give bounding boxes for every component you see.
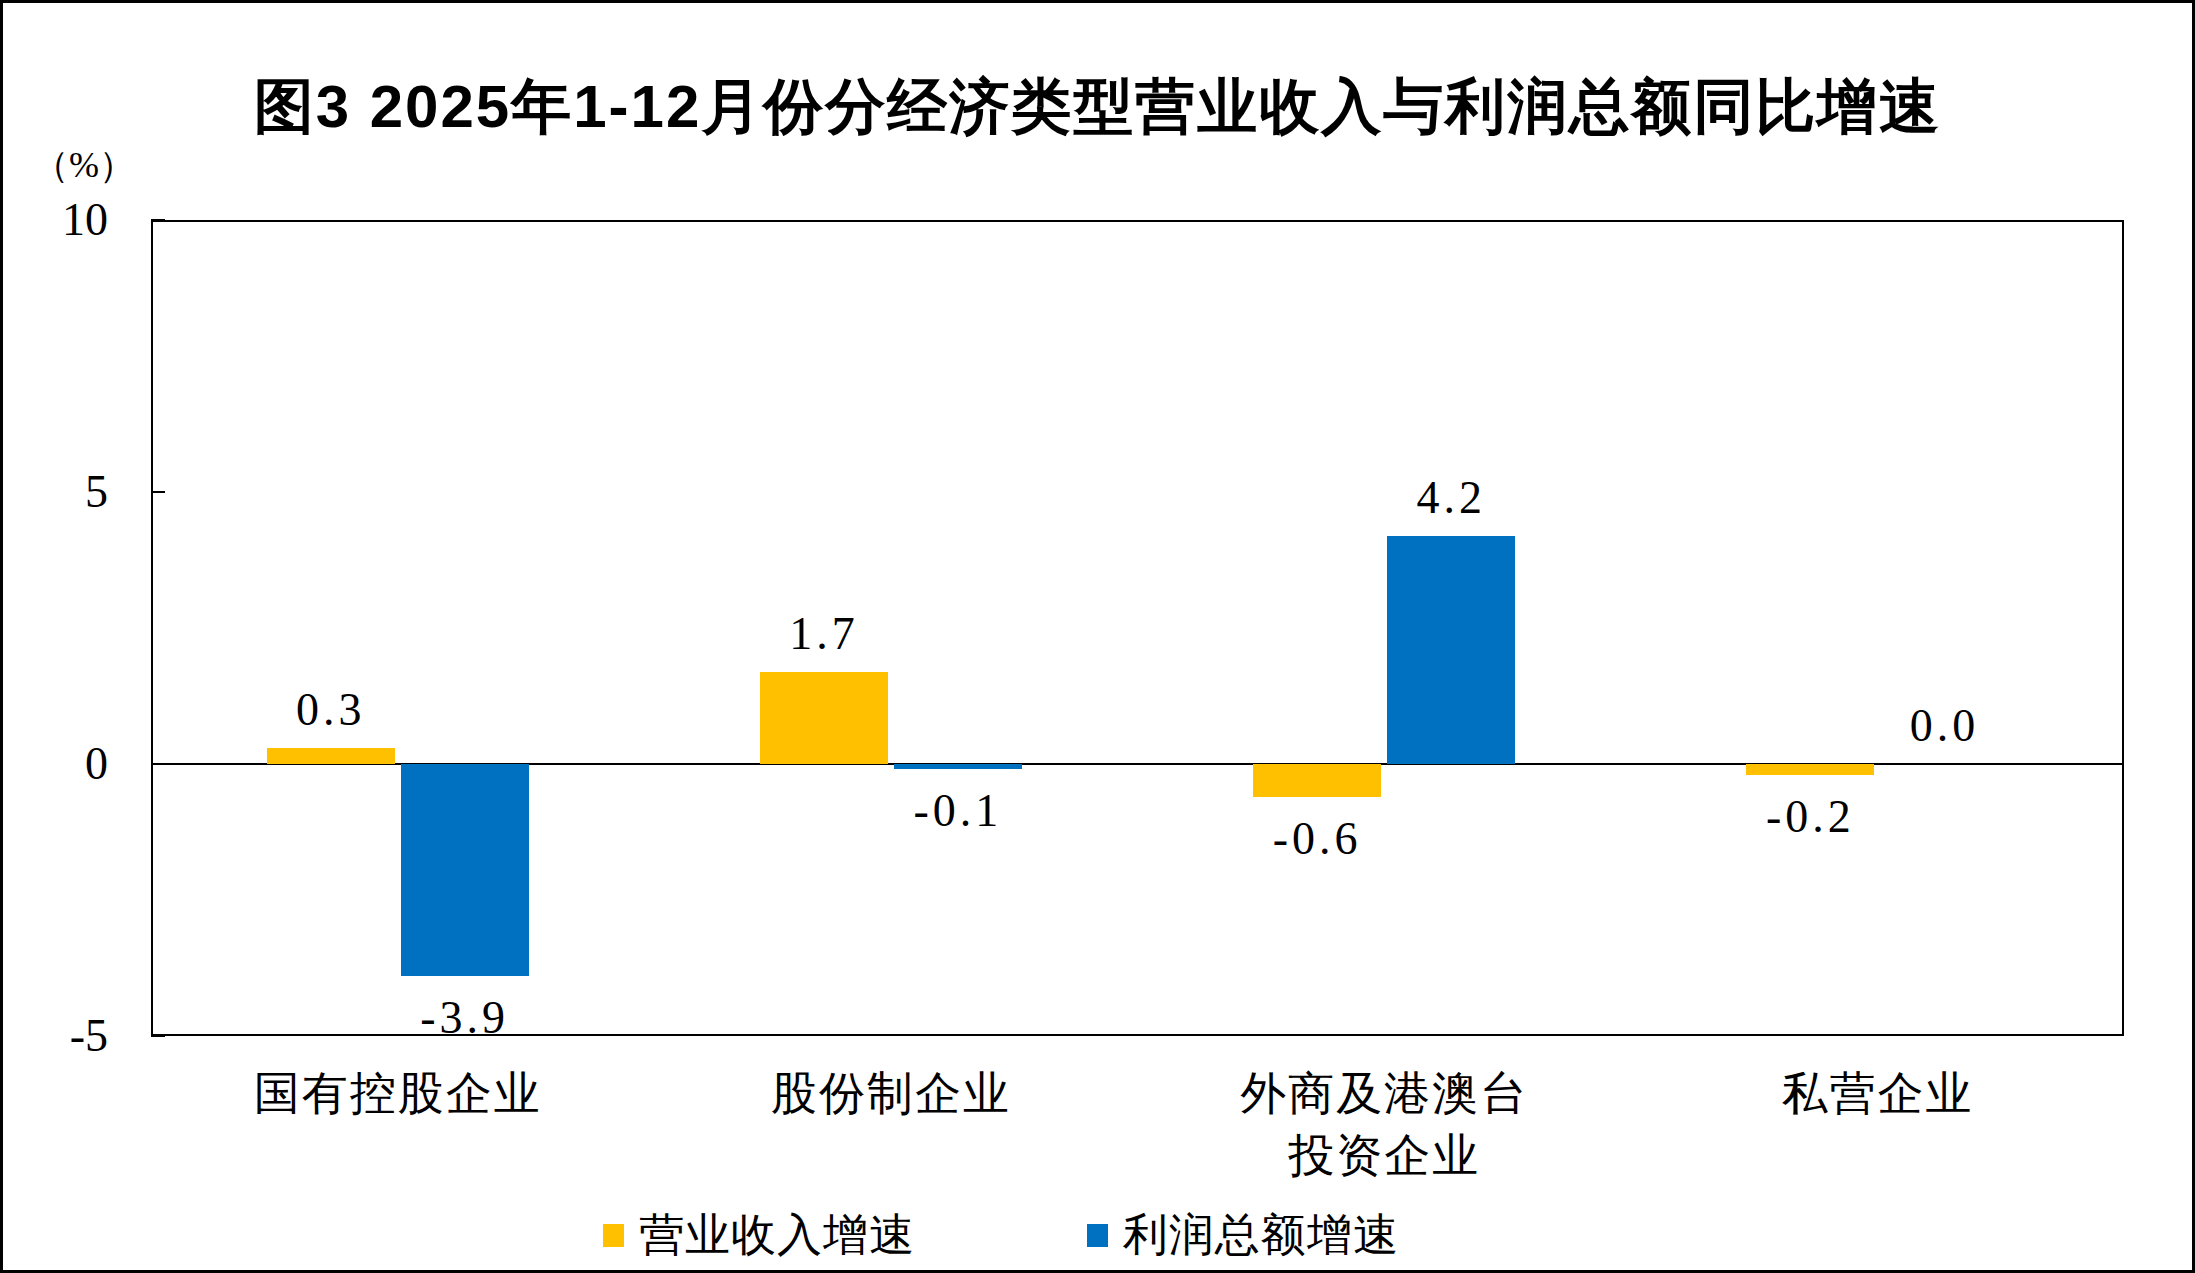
y-tick-label: 10 xyxy=(3,192,108,248)
data-label-revenue: -0.6 xyxy=(1187,813,1447,865)
y-tick-label: 5 xyxy=(3,464,108,520)
legend-label-revenue: 营业收入增速 xyxy=(639,1207,915,1263)
legend-swatch-profit-icon xyxy=(1087,1224,1108,1247)
legend-item-revenue: 营业收入增速 xyxy=(603,1207,915,1263)
data-label-revenue: 1.7 xyxy=(694,608,954,660)
chart-title: 图3 2025年1-12月份分经济类型营业收入与利润总额同比增速 xyxy=(3,67,2192,148)
y-tick-label: -5 xyxy=(3,1008,108,1064)
legend-swatch-revenue-icon xyxy=(603,1224,624,1247)
y-tick-mark xyxy=(151,491,165,493)
bar-profit xyxy=(401,764,529,976)
bar-profit xyxy=(1387,536,1515,764)
y-tick-label: 0 xyxy=(3,736,108,792)
bar-revenue xyxy=(760,672,888,764)
category-label: 股份制企业 xyxy=(631,1063,1151,1125)
data-label-profit: 4.2 xyxy=(1321,472,1581,524)
category-label: 国有控股企业 xyxy=(138,1063,658,1125)
bar-revenue xyxy=(1746,764,1874,775)
data-label-revenue: 0.3 xyxy=(201,684,461,736)
bar-revenue xyxy=(267,748,395,764)
legend-item-profit: 利润总额增速 xyxy=(1087,1207,1399,1263)
legend: 营业收入增速 利润总额增速 xyxy=(603,1207,1399,1263)
legend-label-profit: 利润总额增速 xyxy=(1123,1207,1399,1263)
bar-revenue xyxy=(1253,764,1381,797)
category-label: 私营企业 xyxy=(1617,1063,2137,1125)
chart-frame: 图3 2025年1-12月份分经济类型营业收入与利润总额同比增速 （%） 营业收… xyxy=(0,0,2195,1273)
data-label-profit: -3.9 xyxy=(335,992,595,1044)
y-tick-mark xyxy=(151,1035,165,1037)
data-label-profit: -0.1 xyxy=(828,785,1088,837)
bar-profit xyxy=(894,764,1022,769)
data-label-profit: 0.0 xyxy=(1814,700,2074,752)
y-tick-mark xyxy=(151,219,165,221)
category-label: 外商及港澳台 投资企业 xyxy=(1124,1063,1644,1187)
data-label-revenue: -0.2 xyxy=(1680,791,1940,843)
y-axis-unit-label: （%） xyxy=(33,141,135,190)
